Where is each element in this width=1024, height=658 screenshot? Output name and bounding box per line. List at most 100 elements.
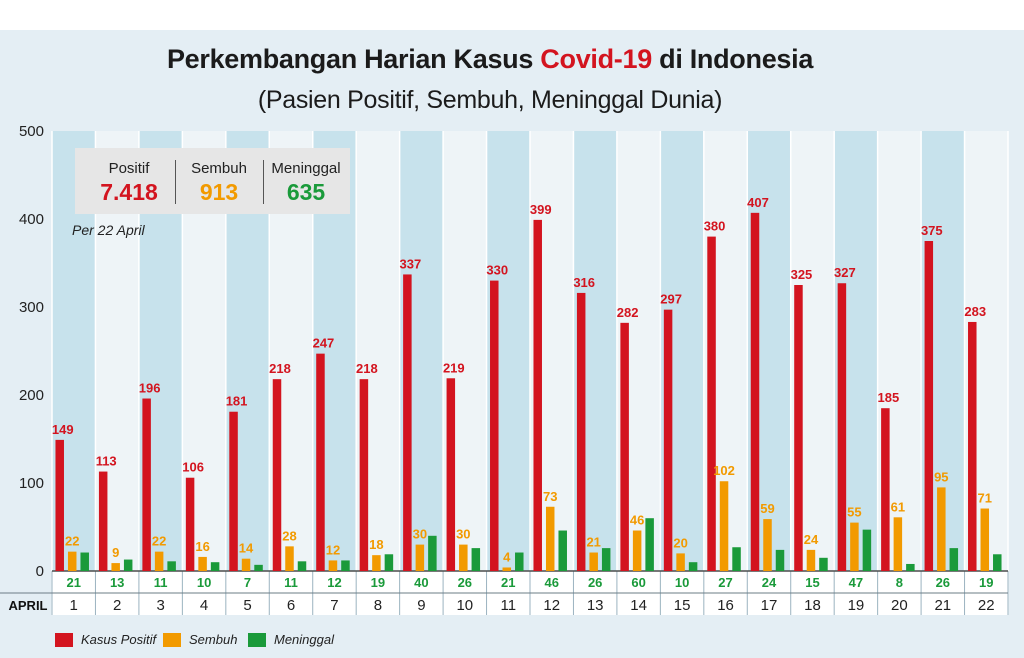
data-label-sembuh: 95 xyxy=(934,469,948,484)
y-tick-label: 500 xyxy=(19,123,44,140)
bar-positif xyxy=(229,411,238,571)
bar-positif xyxy=(142,398,151,571)
bar-meninggal xyxy=(601,548,611,571)
data-label-positif: 185 xyxy=(878,390,900,405)
date-note: Per 22 April xyxy=(72,222,145,238)
summary-sembuh-label: Sembuh xyxy=(191,160,247,177)
bar-sembuh xyxy=(111,563,120,571)
data-label-sembuh: 71 xyxy=(978,491,992,506)
bar-sembuh xyxy=(154,551,164,571)
x-tick-label: 17 xyxy=(761,597,778,614)
data-label-meninggal: 10 xyxy=(197,575,211,590)
bar-meninggal xyxy=(819,557,828,571)
chart-subtitle: (Pasien Positif, Sembuh, Meninggal Dunia… xyxy=(257,86,723,114)
legend-label: Kasus Positif xyxy=(81,632,157,647)
x-tick-label: 13 xyxy=(587,597,604,614)
bar-meninggal xyxy=(862,529,872,571)
bar-sembuh xyxy=(285,546,294,571)
data-label-sembuh: 4 xyxy=(503,549,511,564)
bar-positif xyxy=(98,471,108,571)
data-label-sembuh: 22 xyxy=(152,534,166,549)
x-tick-label: 21 xyxy=(934,597,951,614)
bar-meninggal xyxy=(558,530,567,571)
bar-sembuh xyxy=(198,556,207,571)
data-label-positif: 399 xyxy=(530,202,552,217)
y-tick-label: 0 xyxy=(36,563,44,580)
bar-positif xyxy=(620,322,629,571)
bar-positif xyxy=(750,212,760,571)
bar-positif xyxy=(359,379,369,571)
data-label-positif: 218 xyxy=(269,361,291,376)
summary-positif: Positif 7.418 xyxy=(89,160,169,206)
data-label-positif: 380 xyxy=(704,219,726,234)
data-label-positif: 283 xyxy=(964,304,986,319)
data-label-meninggal: 11 xyxy=(284,575,298,590)
bar-positif xyxy=(881,408,890,571)
bar-meninggal xyxy=(688,562,698,571)
data-label-meninggal: 26 xyxy=(588,575,602,590)
chart-title: Perkembangan Harian Kasus Covid-19 di In… xyxy=(166,44,814,74)
bar-meninggal xyxy=(949,548,959,571)
bar-meninggal xyxy=(775,549,785,571)
bar-meninggal xyxy=(732,547,741,571)
bar-positif xyxy=(272,379,282,571)
data-label-meninggal: 19 xyxy=(979,575,993,590)
bar-positif xyxy=(794,285,803,571)
bar-positif xyxy=(403,274,412,571)
bar-positif xyxy=(490,280,499,571)
x-tick-label: 18 xyxy=(804,597,821,614)
data-label-meninggal: 21 xyxy=(66,575,80,590)
bar-sembuh xyxy=(763,519,772,571)
bar-sembuh xyxy=(893,517,903,571)
data-label-positif: 407 xyxy=(747,195,769,210)
data-label-meninggal: 60 xyxy=(631,575,645,590)
data-label-positif: 106 xyxy=(182,460,204,475)
bar-sembuh xyxy=(502,567,512,571)
bar-meninggal xyxy=(297,561,307,571)
data-label-sembuh: 55 xyxy=(847,505,861,520)
bar-sembuh xyxy=(850,522,859,571)
summary-sembuh: Sembuh 913 xyxy=(179,160,259,206)
summary-meninggal-value: 635 xyxy=(286,179,326,205)
data-label-sembuh: 9 xyxy=(112,545,119,560)
bar-positif xyxy=(663,309,673,571)
data-label-sembuh: 21 xyxy=(586,535,600,550)
bar-meninggal xyxy=(254,564,263,571)
bar-meninggal xyxy=(384,554,394,571)
bar-positif xyxy=(533,219,542,571)
summary-meninggal-label: Meninggal xyxy=(271,160,341,177)
legend-label: Meninggal xyxy=(274,632,334,647)
data-label-meninggal: 21 xyxy=(501,575,515,590)
data-label-meninggal: 26 xyxy=(458,575,472,590)
data-label-positif: 316 xyxy=(573,275,595,290)
bar-positif xyxy=(185,477,195,571)
data-label-sembuh: 24 xyxy=(804,532,819,547)
bar-positif xyxy=(576,292,586,571)
x-tick-label: 16 xyxy=(717,597,734,614)
bar-meninggal xyxy=(471,548,481,571)
data-label-sembuh: 59 xyxy=(760,501,774,516)
y-tick-label: 400 xyxy=(19,211,44,228)
bar-sembuh xyxy=(719,481,729,571)
data-label-positif: 327 xyxy=(834,265,856,280)
bar-sembuh xyxy=(545,506,555,571)
data-label-sembuh: 46 xyxy=(630,513,644,528)
bar-sembuh xyxy=(937,487,946,571)
data-label-positif: 196 xyxy=(139,381,161,396)
data-label-positif: 325 xyxy=(791,267,813,282)
x-tick-label: 12 xyxy=(543,597,560,614)
y-tick-label: 100 xyxy=(19,475,44,492)
bar-positif xyxy=(316,353,325,571)
data-label-meninggal: 40 xyxy=(414,575,428,590)
y-tick-label: 300 xyxy=(19,299,44,316)
data-label-positif: 247 xyxy=(313,336,335,351)
data-label-positif: 218 xyxy=(356,361,378,376)
legend-label: Sembuh xyxy=(189,632,238,647)
data-label-sembuh: 20 xyxy=(673,535,687,550)
data-label-meninggal: 13 xyxy=(110,575,124,590)
legend-swatch xyxy=(163,633,181,647)
x-tick-label: 8 xyxy=(374,597,382,614)
bar-positif xyxy=(968,321,977,571)
data-label-sembuh: 73 xyxy=(543,489,557,504)
bar-sembuh xyxy=(372,555,381,571)
